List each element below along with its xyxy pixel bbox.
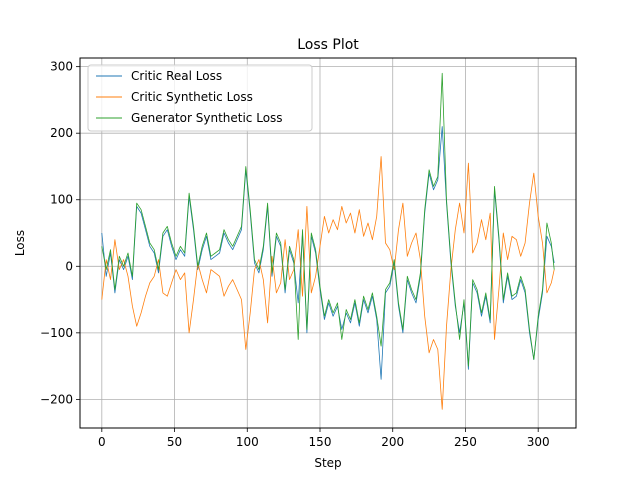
y-tick-label: 200	[50, 126, 73, 140]
plot-frame	[79, 57, 577, 429]
y-tick-label: −200	[40, 392, 73, 406]
x-tick-label: 300	[527, 435, 550, 449]
legend-box	[87, 64, 313, 132]
series-line-critic-real-loss	[101, 126, 555, 380]
chart-title: Loss Plot	[297, 37, 359, 53]
legend-label-critic-synthetic: Critic Synthetic Loss	[131, 90, 253, 104]
x-tick-label: 150	[309, 435, 332, 449]
axis-ticks: 0 50 100 150 200 250 300 −200 −100 0 100 200 300	[40, 60, 550, 449]
x-tick-label: 200	[381, 435, 404, 449]
x-tick-label: 0	[98, 435, 106, 449]
y-axis-label: Loss	[13, 230, 27, 256]
x-tick-label: 100	[236, 435, 259, 449]
series-line-critic-synthetic-loss	[101, 156, 555, 410]
x-tick-label: 50	[167, 435, 182, 449]
series-line-generator-synthetic-loss	[101, 72, 555, 367]
x-axis-label: Step	[314, 456, 341, 470]
series-layer	[101, 72, 555, 410]
y-tick-label: −100	[40, 326, 73, 340]
y-tick-label: 0	[65, 259, 73, 273]
y-tick-label: 100	[50, 193, 73, 207]
y-tick-label: 300	[50, 60, 73, 74]
legend-label-generator-synthetic: Generator Synthetic Loss	[131, 111, 283, 125]
legend: Critic Real Loss Critic Synthetic Loss G…	[87, 64, 313, 132]
x-tick-label: 250	[454, 435, 477, 449]
legend-label-critic-real: Critic Real Loss	[131, 69, 222, 83]
